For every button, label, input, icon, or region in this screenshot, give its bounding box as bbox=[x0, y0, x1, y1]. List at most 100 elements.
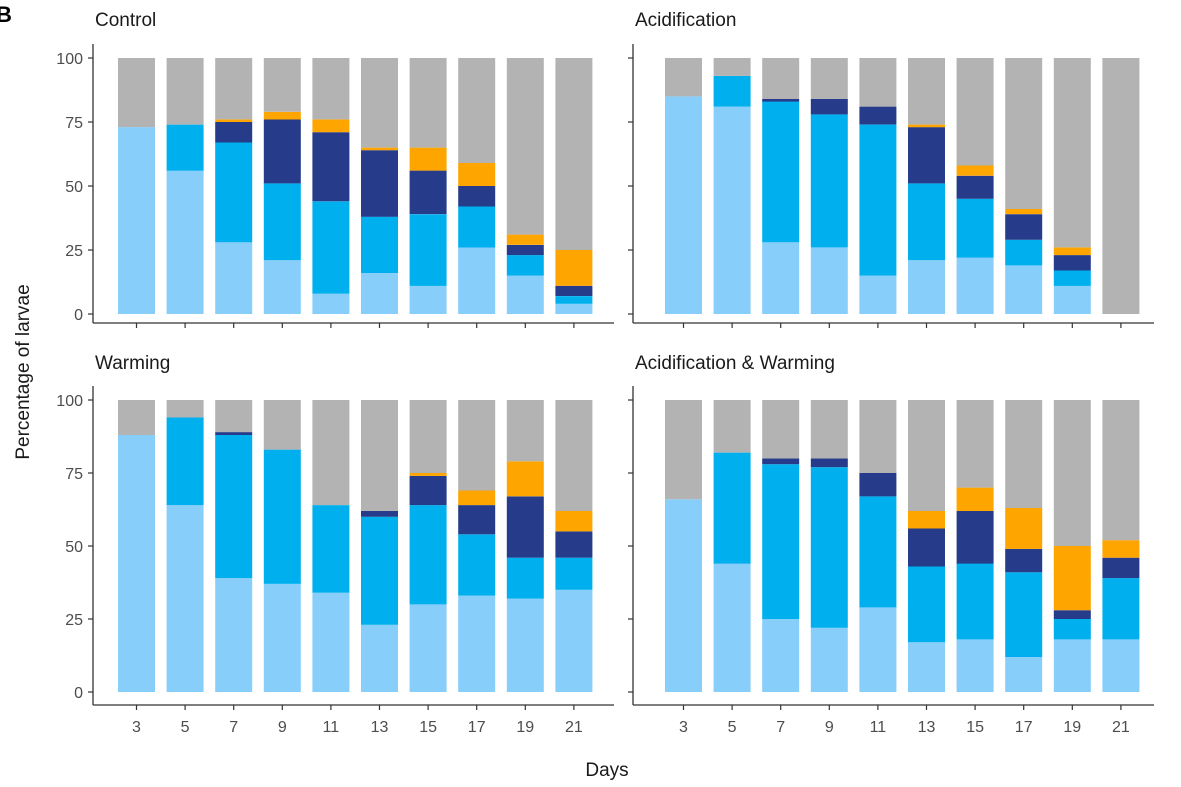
bar-segment bbox=[263, 58, 301, 112]
bar-segment bbox=[1053, 247, 1091, 256]
x-tick-label: 5 bbox=[728, 719, 737, 736]
bar-segment bbox=[361, 273, 398, 314]
x-tick-label: 13 bbox=[918, 719, 936, 736]
bar-segment bbox=[665, 400, 702, 500]
y-axis-title: Percentage of larvae bbox=[13, 284, 34, 459]
bar-segment bbox=[555, 589, 593, 692]
bar-segment bbox=[506, 461, 544, 497]
x-tick-label: 3 bbox=[132, 719, 141, 736]
bar-segment bbox=[166, 124, 204, 171]
bar-segment bbox=[956, 58, 994, 166]
y-tick-label: 75 bbox=[65, 466, 83, 483]
bar-segment bbox=[1053, 619, 1091, 640]
x-tick-label: 21 bbox=[1112, 719, 1130, 736]
bar-segment bbox=[263, 119, 301, 184]
bar-segment bbox=[555, 58, 593, 250]
bar-segment bbox=[506, 58, 544, 235]
y-tick-label: 50 bbox=[65, 539, 83, 556]
bar-segment bbox=[908, 260, 945, 314]
bar-segment bbox=[263, 260, 301, 314]
y-tick-label: 50 bbox=[65, 179, 83, 196]
bar-segment bbox=[166, 400, 204, 418]
bar-segment bbox=[555, 511, 593, 532]
bar-segment bbox=[859, 106, 897, 125]
bar-segment bbox=[166, 58, 204, 125]
bar-segment bbox=[215, 432, 253, 435]
bar-segment bbox=[956, 175, 994, 199]
bar-segment bbox=[859, 275, 897, 314]
x-tick-label: 19 bbox=[1063, 719, 1081, 736]
bar-segment bbox=[762, 464, 800, 619]
bar-segment bbox=[956, 563, 994, 640]
bar-segment bbox=[1005, 214, 1043, 240]
bar-segment bbox=[312, 400, 350, 506]
bar-segment bbox=[1102, 58, 1140, 314]
bar-segment bbox=[1102, 639, 1140, 692]
bar-segment bbox=[215, 142, 253, 243]
bar-segment bbox=[810, 247, 848, 314]
bar-segment bbox=[215, 400, 253, 433]
y-tick-label: 25 bbox=[65, 612, 83, 629]
bar-segment bbox=[810, 58, 848, 99]
bar-segment bbox=[810, 627, 848, 692]
x-tick-label: 13 bbox=[371, 719, 389, 736]
bar-segment bbox=[458, 400, 496, 491]
bar-segment bbox=[1005, 400, 1043, 508]
bar-segment bbox=[409, 170, 447, 215]
bar-segment bbox=[1102, 578, 1140, 640]
bar-segment bbox=[762, 458, 800, 465]
bar-segment bbox=[361, 150, 398, 217]
bar-segment bbox=[263, 584, 301, 692]
bar-segment bbox=[312, 592, 350, 692]
bar-segment bbox=[555, 296, 593, 304]
panel-title: Acidification & Warming bbox=[635, 353, 835, 374]
bar-segment bbox=[458, 505, 496, 535]
bar-segment bbox=[361, 624, 398, 692]
panel-acidification: Acidification bbox=[628, 10, 1154, 328]
bar-segment bbox=[956, 257, 994, 314]
bar-segment bbox=[506, 598, 544, 692]
bar-segment bbox=[810, 99, 848, 115]
bar-segment bbox=[956, 400, 994, 488]
bar-segment bbox=[762, 58, 800, 99]
bar-segment bbox=[859, 607, 897, 692]
bar-segment bbox=[361, 516, 398, 625]
bar-segment bbox=[810, 458, 848, 468]
bar-segment bbox=[555, 400, 593, 511]
y-tick-label: 75 bbox=[65, 115, 83, 132]
bar-segment bbox=[1005, 58, 1043, 209]
bar-segment bbox=[312, 58, 350, 120]
bar-segment bbox=[762, 101, 800, 243]
x-tick-label: 3 bbox=[679, 719, 688, 736]
bar-segment bbox=[1005, 508, 1043, 549]
x-tick-label: 15 bbox=[966, 719, 984, 736]
x-tick-label: 9 bbox=[278, 719, 287, 736]
panel-control: Control 0 25 50 75 100 bbox=[56, 10, 614, 328]
bar-segment bbox=[263, 111, 301, 120]
bar-segment bbox=[361, 511, 398, 517]
bar-segment bbox=[409, 214, 447, 286]
bar-segment bbox=[1053, 255, 1091, 271]
bar-segment bbox=[956, 165, 994, 176]
bar-segment bbox=[956, 487, 994, 511]
bar-segment bbox=[215, 119, 253, 122]
bar-segment bbox=[1005, 239, 1043, 266]
bar-segment bbox=[956, 511, 994, 564]
y-tick-label: 100 bbox=[56, 393, 83, 410]
bar-segment bbox=[555, 557, 593, 590]
bar-segment bbox=[506, 400, 544, 462]
bar-segment bbox=[263, 400, 301, 450]
bar-segment bbox=[166, 170, 204, 314]
bar-segment bbox=[555, 531, 593, 558]
bar-segment bbox=[810, 114, 848, 248]
bar-segment bbox=[409, 285, 447, 314]
bar-segment bbox=[908, 400, 945, 511]
bar-segment bbox=[1053, 546, 1091, 611]
bar-segment bbox=[1102, 540, 1140, 558]
bar-segment bbox=[458, 163, 496, 186]
x-tick-label: 17 bbox=[1015, 719, 1033, 736]
panel-warming: Warming 0 25 50 75 100 3 5 7 9 11 13 15 17 19 21 bbox=[56, 353, 614, 736]
bar-segment bbox=[908, 183, 945, 261]
bar-segment bbox=[458, 206, 496, 248]
